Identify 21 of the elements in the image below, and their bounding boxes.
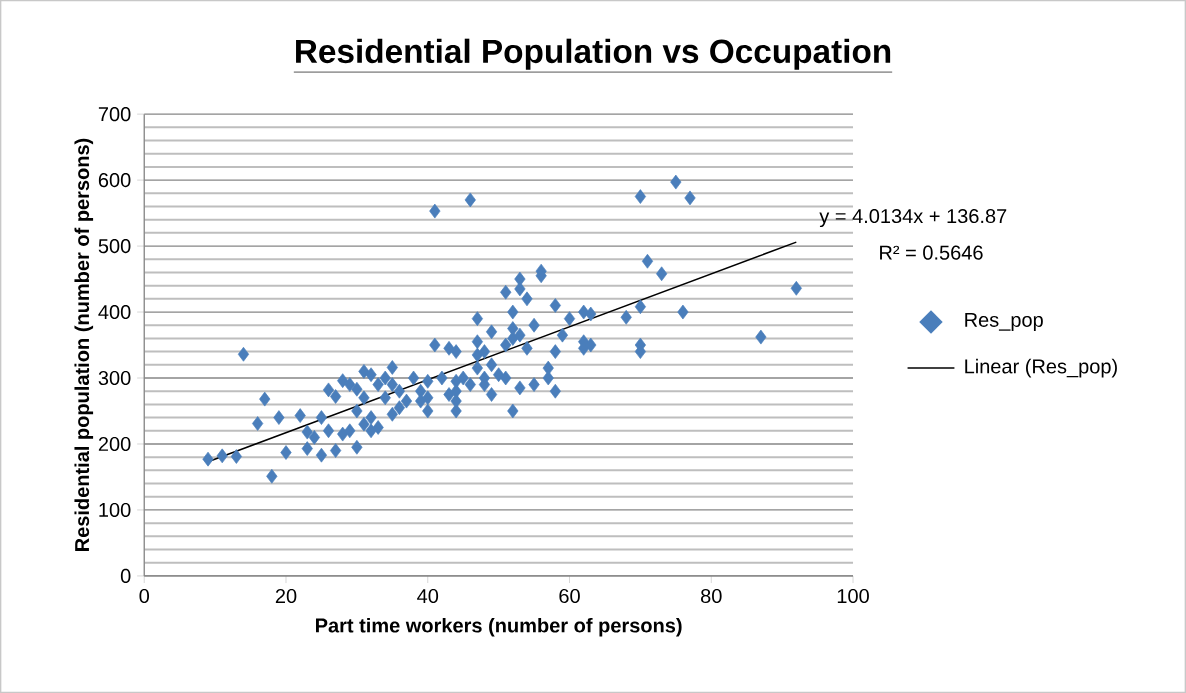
y-tick-label: 700: [98, 107, 131, 122]
legend-label: Res_pop: [965, 312, 1043, 331]
y-tick-label: 300: [98, 370, 131, 386]
y-tick-label: 400: [98, 304, 131, 320]
y-tick-label: 0: [120, 568, 131, 583]
y-tick-label: 500: [98, 238, 131, 254]
y-axis-title: Residential population (number of persons): [74, 138, 94, 551]
y-tick-label: 600: [98, 173, 131, 188]
legend-label: Linear (Res_pop): [965, 358, 1117, 378]
text: R² = 0.5646: [880, 245, 983, 260]
x-tick-label: 60: [559, 588, 580, 604]
y-tick-label: 100: [99, 502, 131, 518]
x-tick-label: 0: [139, 588, 150, 604]
x-tick-label: 80: [701, 588, 722, 604]
x-tick-label: 100: [837, 588, 869, 604]
x-tick-label: 20: [275, 588, 297, 604]
chart-title: Residential Population vs Occupation: [296, 38, 891, 70]
x-axis-title: Part time workers (number of persons): [316, 617, 682, 637]
annotation: y = 4.0134x + 136.87: [819, 208, 1007, 228]
y-tick-label: 200: [98, 436, 131, 452]
x-tick-label: 40: [417, 588, 439, 604]
